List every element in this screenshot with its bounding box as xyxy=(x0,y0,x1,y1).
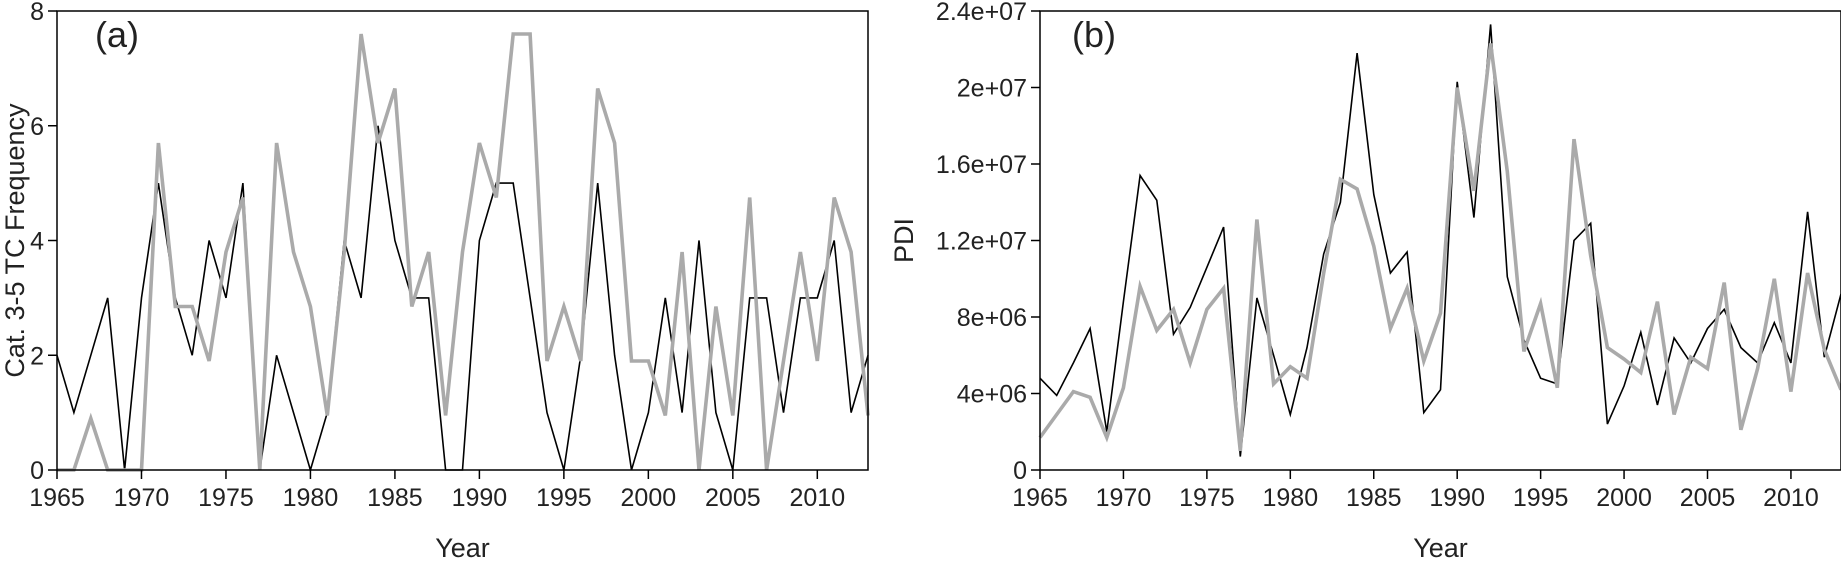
panel-b-plot-frame xyxy=(1039,10,1841,471)
panel-a-x-tick-label-1990: 1990 xyxy=(452,484,508,512)
panel-a-label: (a) xyxy=(95,14,139,55)
panel-a-x-tick-label-1970: 1970 xyxy=(114,484,170,512)
panel-b-label: (b) xyxy=(1072,14,1116,55)
panel-a-x-tick-label-1975: 1975 xyxy=(198,484,254,512)
panel-b-x-tick-label-1980: 1980 xyxy=(1263,484,1319,512)
panel-a-y-axis-title: Cat. 3-5 TC Frequency xyxy=(0,103,30,378)
panel-b-y-tick-label-0: 0 xyxy=(1013,457,1027,485)
panel-a-y-tick-label-3: 6 xyxy=(30,113,44,141)
panel-a-x-tick-label-1995: 1995 xyxy=(536,484,592,512)
panel-a-x-tick-label-1965: 1965 xyxy=(29,484,85,512)
panel-b-x-tick-label-2005: 2005 xyxy=(1680,484,1736,512)
panel-a-x-tick-label-2005: 2005 xyxy=(705,484,761,512)
panel-a-y-tick-label-0: 0 xyxy=(30,457,44,485)
panel-a-x-axis-title: Year xyxy=(435,533,490,563)
panel-b-x-axis-title: Year xyxy=(1413,533,1468,563)
panel-a-x-tick-label-1980: 1980 xyxy=(283,484,339,512)
panel-a: 1965 1970 1975 1980 1985 1990 1995 2000 2005 2010… xyxy=(0,0,870,563)
panel-a-x-tick-label-2010: 2010 xyxy=(790,484,846,512)
panel-b-y-tick-label-1: 4e+06 xyxy=(957,381,1027,409)
panel-a-y-tick-label-1: 2 xyxy=(30,342,44,370)
panel-b-x-tick-label-1975: 1975 xyxy=(1179,484,1235,512)
panel-b-x-tick-label-2010: 2010 xyxy=(1763,484,1819,512)
panel-b-x-tick-label-1970: 1970 xyxy=(1096,484,1152,512)
panel-a-series-2-line xyxy=(57,32,870,472)
panel-b-x-tick-label-1990: 1990 xyxy=(1429,484,1485,512)
panel-a-y-tick-label-2: 4 xyxy=(30,228,44,256)
panel-b-x-tick-label-1985: 1985 xyxy=(1346,484,1402,512)
panel-a-series-1-line xyxy=(56,125,869,473)
panel-b-y-tick-label-4: 1.6e+07 xyxy=(936,151,1027,179)
panel-b-x-tick-label-1965: 1965 xyxy=(1012,484,1068,512)
panel-b-series-1-line xyxy=(1039,24,1841,457)
panel-a-x-tick-label-2000: 2000 xyxy=(621,484,677,512)
panel-a-x-tick-label-1985: 1985 xyxy=(367,484,423,512)
panel-a-y-tick-label-4: 8 xyxy=(30,0,44,26)
panel-b-y-axis-title: PDI xyxy=(889,218,919,263)
panel-b-x-tick-label-2000: 2000 xyxy=(1596,484,1652,512)
panel-b: 1965 1970 1975 1980 1985 1990 1995 2000 2005 2010… xyxy=(889,0,1841,563)
panel-b-y-tick-label-6: 2.4e+07 xyxy=(936,0,1027,26)
panel-b-y-tick-label-3: 1.2e+07 xyxy=(936,228,1027,256)
panel-b-y-tick-label-2: 8e+06 xyxy=(957,304,1027,332)
panel-b-x-tick-label-1995: 1995 xyxy=(1513,484,1569,512)
panel-b-y-tick-label-5: 2e+07 xyxy=(957,75,1027,103)
panel-b-series-2-line xyxy=(1038,43,1841,452)
